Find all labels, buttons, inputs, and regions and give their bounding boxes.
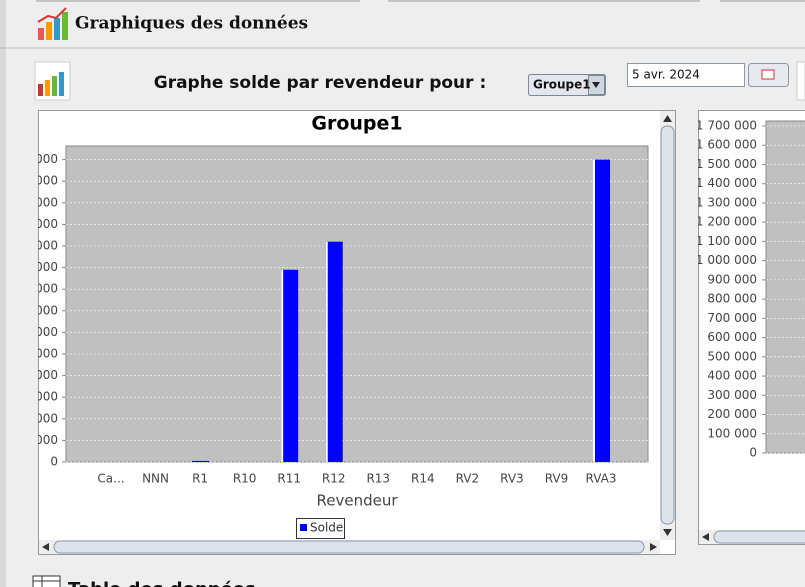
x-tick-label: R12 <box>322 472 346 486</box>
y-tick-label: 600 000 <box>707 330 757 344</box>
y-tick-label: 200 000 <box>8 411 58 425</box>
x-tick-label: R10 <box>233 472 257 486</box>
y-tick-label: 1 000 000 <box>696 253 757 267</box>
x-tick-label: RV2 <box>456 472 480 486</box>
y-tick-label: 1 700 000 <box>696 119 757 133</box>
vertical-scrollbar[interactable] <box>660 111 675 540</box>
section-title: Graphiques des données <box>75 14 308 34</box>
y-tick-label: 1 300 000 <box>0 174 58 188</box>
plot-area <box>765 120 805 454</box>
date-button[interactable] <box>748 63 789 87</box>
left-edge <box>0 0 6 587</box>
x-tick-label: R13 <box>366 472 390 486</box>
y-tick-label: 600 000 <box>8 325 58 339</box>
date-value: 5 avr. 2024 <box>632 68 700 82</box>
y-tick-label: 0 <box>749 446 757 460</box>
chart-icon <box>37 7 68 40</box>
y-tick-label: 100 000 <box>8 433 58 447</box>
x-tick-label: R14 <box>411 472 435 486</box>
table-icon <box>32 575 61 587</box>
x-tick-label: R11 <box>277 472 301 486</box>
y-tick-label: 300 000 <box>8 390 58 404</box>
y-tick-label: 300 000 <box>707 388 757 402</box>
y-tick-label: 400 000 <box>707 369 757 383</box>
y-tick-label: 1 500 000 <box>696 157 757 171</box>
section-title: Table des données <box>68 579 256 587</box>
y-tick-label: 1 300 000 <box>696 195 757 209</box>
x-tick-label: Ca... <box>97 472 124 486</box>
legend-label: Solde <box>310 521 343 535</box>
bar <box>593 159 610 462</box>
y-tick-label: 900 000 <box>8 260 58 274</box>
horizontal-scrollbar[interactable] <box>699 530 805 544</box>
y-tick-label: 1 000 000 <box>0 239 58 253</box>
y-tick-label: 800 000 <box>8 282 58 296</box>
x-axis-label: Revendeur <box>316 492 398 510</box>
y-tick-label: 500 000 <box>707 349 757 363</box>
plot-area <box>65 145 649 463</box>
y-tick-label: 1 400 000 <box>696 176 757 190</box>
chart-title: Groupe1 <box>311 113 402 135</box>
chart-icon <box>796 61 805 101</box>
y-tick-label: 700 000 <box>8 303 58 317</box>
bar-highlight <box>281 269 284 462</box>
legend-box <box>296 518 345 539</box>
y-tick-label: 700 000 <box>707 311 757 325</box>
y-tick-label: 900 000 <box>707 272 757 286</box>
y-tick-label: 1 100 000 <box>696 234 757 248</box>
y-tick-label: 1 100 000 <box>0 217 58 231</box>
y-tick-label: 1 600 000 <box>696 138 757 152</box>
bar <box>325 241 343 462</box>
bar <box>192 460 210 462</box>
y-tick-label: 400 000 <box>8 368 58 382</box>
chart-icon <box>34 61 71 101</box>
y-tick-label: 1 200 000 <box>0 195 58 209</box>
y-tick-label: 100 000 <box>707 426 757 440</box>
x-tick-label: RV3 <box>500 472 524 486</box>
bar <box>281 269 299 462</box>
y-tick-label: 200 000 <box>707 407 757 421</box>
y-tick-label: 1 200 000 <box>696 215 757 229</box>
form-label: Graphe solde par revendeur pour : <box>154 73 487 93</box>
bar-highlight <box>593 159 595 462</box>
y-tick-label: 800 000 <box>707 292 757 306</box>
x-tick-label: NNN <box>142 472 169 486</box>
group-combo[interactable]: Groupe1 <box>528 74 606 96</box>
legend: Solde <box>296 518 345 539</box>
chart: 0 100 000 200 000 300 000 400 000 500 000 600 … <box>696 119 805 460</box>
y-tick-label: 1 400 000 <box>0 152 58 166</box>
y-tick-label: 0 <box>50 455 58 469</box>
y-tick-label: 500 000 <box>8 347 58 361</box>
x-tick-label: RVA3 <box>586 472 617 486</box>
bar-highlight <box>325 241 328 462</box>
chart: 0 100 000 200 000 300 000 400 000 500 000 600 … <box>0 113 649 539</box>
horizontal-scrollbar[interactable] <box>39 540 660 554</box>
x-tick-label: RV9 <box>545 472 569 486</box>
legend-swatch <box>300 524 307 531</box>
combo-value: Groupe1 <box>533 78 591 92</box>
x-tick-label: R1 <box>192 472 208 486</box>
date-field[interactable]: 5 avr. 2024 <box>627 63 745 87</box>
